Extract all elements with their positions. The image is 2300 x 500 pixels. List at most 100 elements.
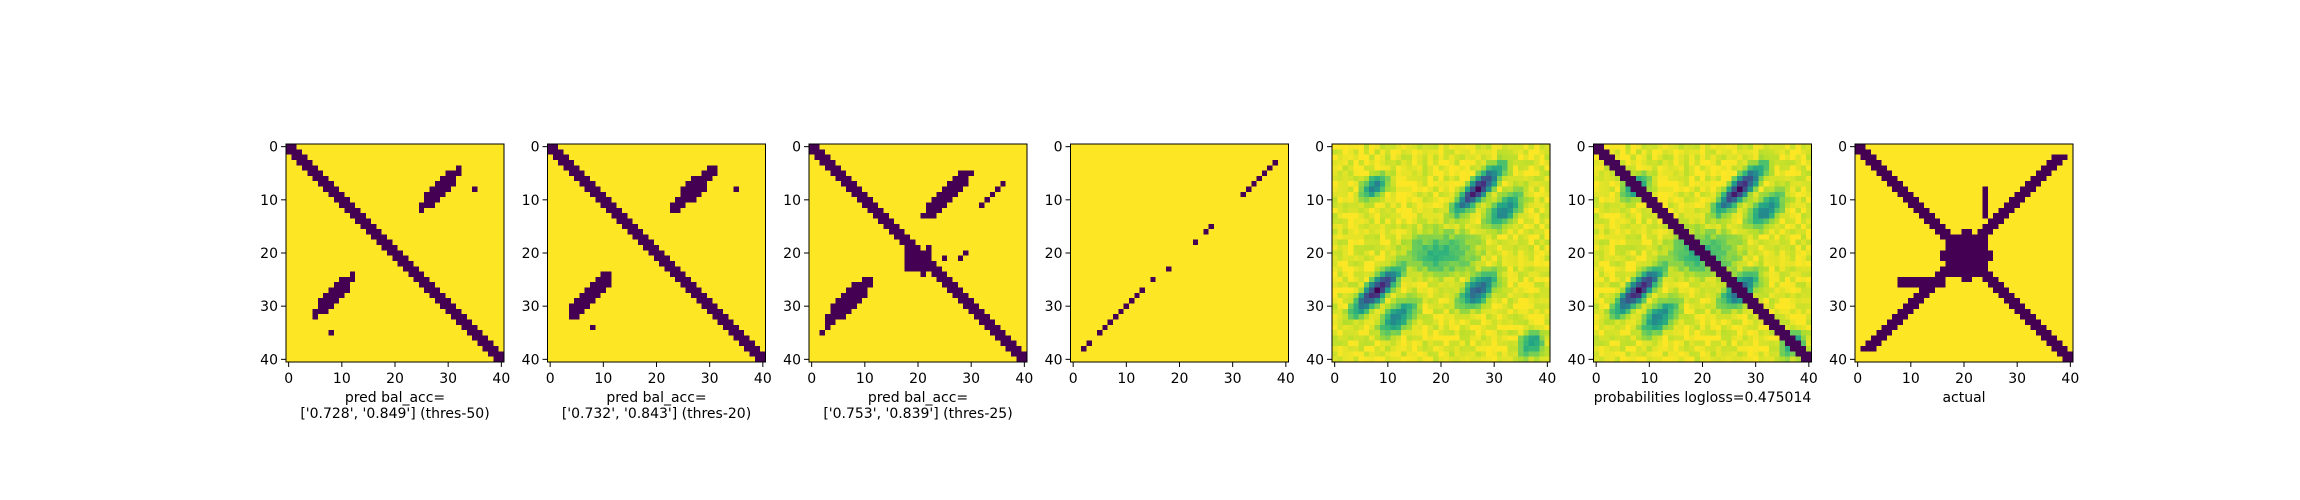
heatmap-cell [925, 330, 932, 336]
heatmap-cell [968, 245, 975, 251]
heatmap-cell [846, 276, 852, 283]
heatmap-cell [862, 144, 868, 150]
heatmap-cell [957, 239, 964, 246]
heatmap-cell [664, 276, 671, 283]
heatmap-cell [323, 314, 329, 320]
heatmap-cell [392, 298, 399, 304]
heatmap-cell [824, 260, 831, 267]
heatmap-cell [477, 197, 484, 203]
heatmap-cell [482, 292, 489, 299]
heatmap-cell [296, 351, 303, 358]
heatmap-cell [1005, 340, 1012, 347]
heatmap-cell [899, 218, 906, 225]
heatmap-cell [563, 335, 570, 342]
heatmap-cell [733, 271, 740, 278]
heatmap-cell [904, 239, 911, 246]
heatmap-cell [989, 245, 996, 251]
heatmap-cell [450, 346, 457, 352]
heatmap-cell [904, 340, 911, 347]
heatmap-cell [498, 234, 505, 241]
heatmap-cell [563, 255, 570, 262]
heatmap-cell [738, 282, 745, 288]
heatmap-cell [611, 213, 618, 219]
heatmap-cell [558, 245, 564, 251]
heatmap-cell [413, 207, 420, 214]
heatmap-cell [941, 303, 948, 310]
heatmap-cell [685, 175, 692, 182]
heatmap-cell [669, 351, 676, 358]
heatmap-cell [466, 271, 473, 278]
heatmap-cell [402, 260, 409, 267]
heatmap-cell [477, 330, 484, 336]
heatmap-cell [605, 335, 612, 342]
heatmap-cell [307, 260, 313, 267]
heatmap-cell [344, 282, 351, 288]
heatmap-cell [738, 298, 745, 304]
heatmap-cell [547, 271, 554, 278]
heatmap-cell [691, 229, 697, 235]
heatmap-cell [472, 234, 478, 241]
heatmap-cell [888, 330, 895, 336]
heatmap-cell [381, 271, 388, 278]
heatmap-cell [840, 175, 847, 182]
heatmap-cell [910, 271, 916, 278]
heatmap-cell [830, 191, 836, 198]
heatmap-cell [611, 346, 618, 352]
heatmap-cell [397, 298, 404, 304]
heatmap-cell [333, 260, 340, 267]
heatmap-cell [1005, 218, 1012, 225]
heatmap-cell [664, 292, 671, 299]
heatmap-cell [402, 351, 409, 358]
heatmap-cell [397, 239, 404, 246]
heatmap-cell [696, 170, 703, 177]
heatmap-cell [941, 346, 948, 352]
heatmap-cell [291, 266, 298, 273]
heatmap-cell [749, 324, 756, 331]
heatmap-cell [717, 197, 724, 203]
heatmap-cell [696, 175, 703, 182]
heatmap-cell [547, 250, 554, 257]
heatmap-cell [947, 207, 953, 214]
heatmap-cell [568, 197, 575, 203]
heatmap-cell [738, 181, 745, 187]
heatmap-cell [397, 170, 404, 177]
heatmap-cell [365, 175, 372, 182]
heatmap-cell [925, 234, 932, 241]
heatmap-cell [984, 335, 991, 342]
heatmap-cell [1016, 324, 1023, 331]
heatmap-cell [317, 239, 324, 246]
heatmap-cell [424, 298, 430, 304]
heatmap-cell [498, 207, 505, 214]
heatmap-cell [664, 218, 671, 225]
heatmap-cell [498, 287, 505, 294]
heatmap-cell [408, 197, 415, 203]
heatmap-cell [1016, 149, 1023, 156]
heatmap-cell [552, 186, 559, 193]
heatmap-cell [648, 149, 655, 156]
heatmap-cell [632, 292, 639, 299]
heatmap-cell [963, 229, 969, 235]
heatmap-cell [328, 144, 335, 150]
heatmap-cell [931, 330, 938, 336]
heatmap-cell [878, 266, 884, 273]
heatmap-cell [685, 356, 692, 363]
heatmap-cell [669, 260, 676, 267]
heatmap-cell [574, 149, 580, 156]
heatmap-cell [301, 324, 308, 331]
heatmap-cell [333, 144, 340, 150]
heatmap-cell [925, 287, 932, 294]
heatmap-cell [552, 356, 559, 363]
heatmap-cell [371, 266, 377, 273]
heatmap-cell [376, 276, 383, 283]
heatmap-cell [995, 330, 1001, 336]
heatmap-cell [979, 165, 985, 171]
heatmap-cell [397, 175, 404, 182]
heatmap-cell [824, 223, 831, 230]
heatmap-cell [552, 144, 559, 150]
heatmap-cell [339, 282, 345, 288]
heatmap-cell [648, 234, 655, 241]
heatmap-cell [323, 175, 329, 182]
heatmap-cell [675, 271, 681, 278]
heatmap-cell [482, 186, 489, 193]
heatmap-cell [733, 149, 740, 156]
